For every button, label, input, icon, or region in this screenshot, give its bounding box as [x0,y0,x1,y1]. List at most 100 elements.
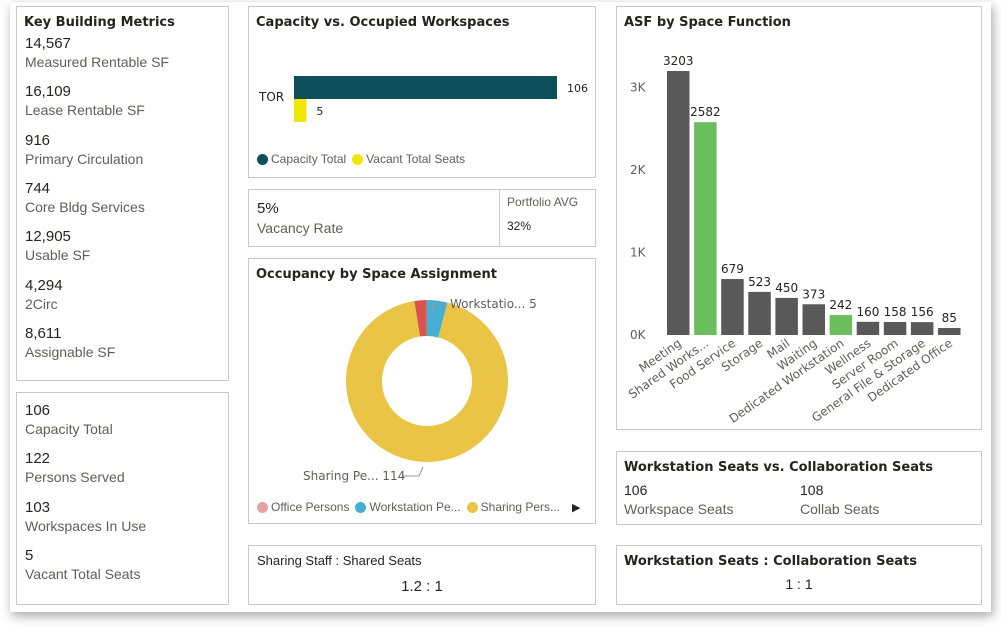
metric-value: 14,567 [25,35,71,52]
legend-label-office-persons: Office Persons [271,500,350,514]
metric-label: Assignable SF [25,343,116,360]
data-label: 158 [884,305,907,319]
workspace-seats-value: 106 [624,482,648,498]
sharing-ratio-card[interactable]: Sharing Staff : Shared Seats 1.2 : 1 [248,545,596,605]
data-label: 679 [721,262,744,276]
workspace-seats-label: Workspace Seats [624,501,734,517]
key-building-metrics-card[interactable]: Key Building Metrics 14,567 Measured Rent… [16,6,229,381]
data-label: 156 [911,305,934,319]
collab-seats-label: Collab Seats [800,501,880,517]
data-label: 373 [802,287,825,301]
metric-label: Measured Rentable SF [25,54,169,70]
metric-item: 103 Workspaces In Use [25,499,146,535]
data-label: 3203 [663,54,694,68]
metric-label: Lease Rentable SF [25,102,145,119]
capacity-bar-chart: TOR 106 5 [258,76,588,122]
portfolio-avg-card[interactable]: Portfolio AVG 32% [499,189,596,247]
bar-meeting [667,70,690,335]
metric-item: 12,905 Usable SF [25,228,90,264]
donut-label-sharing: Sharing Pe... 114 [303,469,405,483]
portfolio-avg-value: 32% [507,219,532,233]
metric-value: 8,611 [25,324,62,342]
bar-shared-works- [694,122,717,335]
seats-ratio-value: 1 : 1 [785,576,813,592]
occupancy-chart-title: Occupancy by Space Assignment [256,267,497,282]
legend-dot-capacity-total [257,153,268,165]
data-label: 242 [829,298,852,312]
metric-item: 916 Primary Circulation [25,132,143,168]
legend-dot-sharing-persons [466,501,478,513]
seats-ratio-card[interactable]: Workstation Seats : Collaboration Seats … [616,545,982,605]
asf-chart-card[interactable]: ASF by Space Function 0K 1K 2K 3K 3203 Meetin… [616,6,982,430]
capacity-chart-title: Capacity vs. Occupied Workspaces [256,15,510,30]
bar-storage [748,291,771,335]
bar-mail [775,297,798,335]
metric-label: Workspaces In Use [25,517,147,534]
data-label: 450 [775,281,798,295]
legend-item-office-persons[interactable]: Office Persons [257,500,349,514]
collab-seats-value: 108 [800,482,824,498]
metric-label: Primary Circulation [25,150,144,167]
data-label: 106 [567,82,588,95]
seats-compare-card[interactable]: Workstation Seats vs. Collaboration Seat… [616,451,982,525]
occupancy-chart-card[interactable]: Occupancy by Space Assignment Workstatio… [248,258,596,524]
donut-label-workstation: Workstatio... 5 [450,297,537,311]
key-building-metrics-title: Key Building Metrics [24,15,175,30]
legend-dot-workstation-persons [355,501,367,513]
legend-item-sharing-persons[interactable]: Sharing Pers... [466,500,561,514]
metric-item: 122 Persons Served [25,450,125,486]
occupancy-chart-legend: Office Persons Workstation Pe... Sharing… [257,500,580,514]
category-label-tor: TOR [258,90,284,104]
metric-value: 16,109 [25,83,71,101]
y-tick-label: 1K [630,246,647,260]
data-label: 2582 [690,105,721,119]
capacity-metrics-card[interactable]: 106 Capacity Total 122 Persons Served 103 Wor… [16,392,229,605]
metric-value: 12,905 [25,228,71,246]
metric-item: 14,567 Measured Rentable SF [25,35,169,71]
metric-item: 4,294 2Circ [25,277,63,313]
bar-dedicated-office [938,327,961,335]
vacancy-rate-card[interactable]: 5% Vacancy Rate [248,189,500,247]
bar-general-file-storage [910,322,934,335]
seats-ratio-title: Workstation Seats : Collaboration Seats [624,554,917,569]
metric-item: 744 Core Bldg Services [25,180,145,216]
portfolio-avg-label: Portfolio AVG [507,195,579,209]
data-label: 5 [316,105,323,118]
bar-server-room [883,321,907,335]
metric-item: 16,109 Lease Rentable SF [25,83,145,119]
bar-capacity-total [294,76,557,99]
legend-next-arrow-icon[interactable]: ▶ [572,501,581,514]
sharing-ratio-value: 1.2 : 1 [401,578,443,595]
occupancy-donut-chart: Workstatio... 5 Sharing Pe... 114 [303,297,537,483]
bar-vacant-total-seats [294,99,307,122]
metric-value: 106 [25,402,51,419]
legend-label-vacant-total-seats: Vacant Total Seats [366,152,466,166]
data-label: 160 [856,305,879,319]
metric-value: 744 [25,179,51,197]
metric-label: Usable SF [25,247,91,264]
y-tick-label: 3K [630,81,647,95]
legend-item-workstation-persons[interactable]: Workstation Pe... [355,500,461,514]
metric-value: 103 [25,498,51,516]
y-tick-label: 2K [630,163,647,177]
metric-label: Persons Served [25,469,125,486]
metric-value: 122 [25,450,51,468]
metric-value: 5 [25,546,34,564]
bar-wellness [856,321,880,335]
vacancy-rate-label: Vacancy Rate [257,220,344,236]
legend-dot-vacant-total-seats [352,153,364,165]
legend-label-sharing-persons: Sharing Pers... [480,500,561,514]
legend-item-vacant-total-seats[interactable]: Vacant Total Seats [352,152,465,166]
asf-chart-title: ASF by Space Function [624,15,791,30]
metric-item: 5 Vacant Total Seats [25,547,140,583]
seats-compare-title: Workstation Seats vs. Collaboration Seat… [624,460,933,475]
capacity-chart-card[interactable]: Capacity vs. Occupied Workspaces TOR 106 5… [248,6,596,178]
metric-item: 8,611 Assignable SF [25,325,115,361]
legend-item-capacity-total[interactable]: Capacity Total [257,152,346,166]
vacancy-rate-value: 5% [257,200,279,217]
metric-label: Capacity Total [25,421,113,437]
legend-label-workstation-persons: Workstation Pe... [369,500,461,514]
y-tick-label: 0K [630,328,647,342]
metric-label: Vacant Total Seats [25,565,141,582]
